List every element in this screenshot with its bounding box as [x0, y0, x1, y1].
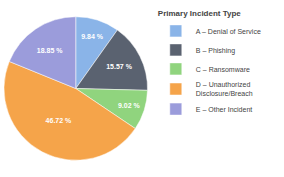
svg-text:9.02 %: 9.02 % — [118, 102, 141, 109]
svg-text:B – Phishing: B – Phishing — [196, 47, 235, 55]
svg-text:9.84 %: 9.84 % — [81, 33, 104, 40]
svg-text:15.57 %: 15.57 % — [106, 63, 132, 70]
svg-text:18.85 %: 18.85 % — [37, 47, 63, 54]
svg-text:46.72 %: 46.72 % — [46, 117, 72, 124]
svg-text:D – UnauthorizedDisclosure/Bre: D – UnauthorizedDisclosure/Breach — [196, 81, 253, 97]
svg-text:Primary Incident Type: Primary Incident Type — [158, 9, 242, 18]
svg-text:A – Denial of Service: A – Denial of Service — [196, 28, 261, 35]
svg-text:C – Ransomware: C – Ransomware — [196, 66, 250, 73]
svg-text:E – Other Incident: E – Other Incident — [196, 106, 252, 113]
